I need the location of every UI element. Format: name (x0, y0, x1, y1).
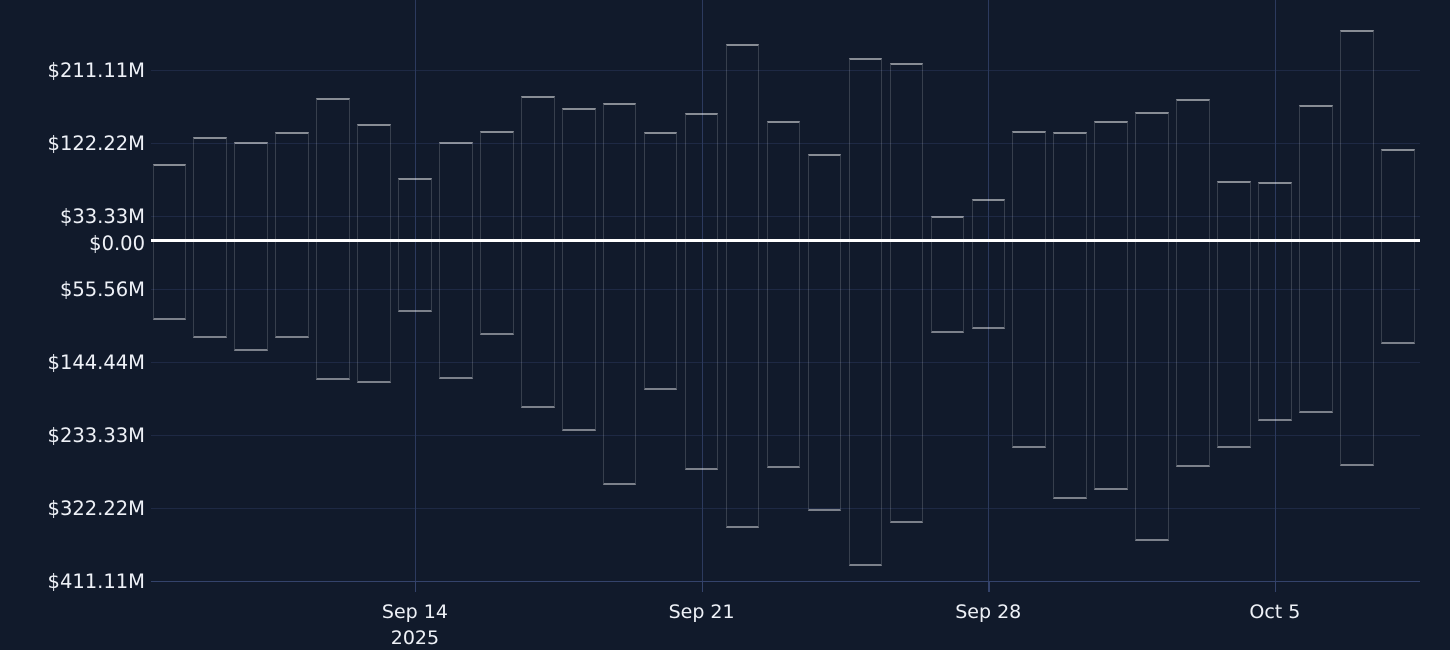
long-bar[interactable] (684, 113, 719, 244)
short-bar[interactable] (398, 244, 432, 313)
short-bar[interactable] (725, 244, 760, 529)
long-bar[interactable] (602, 102, 637, 244)
long-bar[interactable] (439, 142, 473, 244)
short-bar[interactable] (1299, 244, 1333, 414)
h-gridline (151, 435, 1420, 437)
short-bar[interactable] (766, 244, 801, 469)
zero-line (151, 238, 1420, 242)
short-bar[interactable] (1012, 244, 1046, 448)
long-bar[interactable] (1094, 120, 1128, 244)
x-axis-line (151, 580, 1420, 583)
x-tick-year-label: 2025 (390, 627, 440, 649)
short-bar[interactable] (971, 244, 1005, 329)
long-bar[interactable] (1381, 148, 1415, 244)
y-tick-label: $0.00 (89, 232, 145, 255)
long-bar[interactable] (643, 132, 678, 244)
x-tick-label: Oct 5 (1249, 601, 1301, 623)
short-bar[interactable] (602, 244, 637, 485)
y-tick-label: $33.33M (59, 204, 145, 228)
short-bar[interactable] (193, 244, 227, 339)
x-tick-label: Sep 21 (668, 601, 735, 623)
long-bar[interactable] (521, 96, 555, 244)
short-bar[interactable] (1340, 244, 1374, 466)
long-bar[interactable] (848, 57, 883, 244)
x-axis-tick (988, 580, 990, 592)
short-bar[interactable] (1176, 244, 1210, 468)
long-bar[interactable] (725, 44, 760, 244)
short-bar[interactable] (234, 244, 268, 351)
long-bar[interactable] (193, 137, 227, 244)
long-bar[interactable] (398, 178, 432, 244)
h-gridline (151, 289, 1420, 291)
y-tick-label: $233.33M (47, 423, 145, 447)
long-bar[interactable] (1053, 132, 1087, 244)
short-bar[interactable] (521, 244, 555, 409)
y-tick-label: $211.11M (47, 58, 145, 82)
short-bar[interactable] (1258, 244, 1292, 421)
y-tick-label: $144.44M (47, 350, 145, 374)
y-tick-label: $411.11M (47, 569, 145, 593)
long-bar[interactable] (316, 97, 350, 244)
long-bar[interactable] (1340, 30, 1374, 244)
short-bar[interactable] (643, 244, 678, 391)
long-bar[interactable] (1217, 180, 1251, 244)
short-bar[interactable] (848, 244, 883, 566)
x-axis-tick (701, 580, 704, 592)
long-bar[interactable] (807, 154, 842, 244)
v-gridline (414, 0, 416, 581)
long-bar[interactable] (930, 216, 965, 244)
short-bar[interactable] (1217, 244, 1251, 449)
long-bar[interactable] (234, 142, 268, 244)
short-bar[interactable] (930, 244, 965, 333)
y-tick-label: $55.56M (59, 277, 145, 301)
short-bar[interactable] (152, 244, 186, 320)
short-bar[interactable] (562, 244, 596, 432)
short-bar[interactable] (807, 244, 842, 511)
x-tick-label: Sep 14 (381, 601, 448, 623)
short-bar[interactable] (1381, 244, 1415, 345)
short-bar[interactable] (889, 244, 924, 524)
short-bar[interactable] (1053, 244, 1087, 500)
y-tick-label: $322.22M (47, 496, 145, 520)
v-gridline (988, 0, 990, 581)
short-bar[interactable] (1094, 244, 1128, 490)
long-bar[interactable] (971, 198, 1005, 244)
short-bar[interactable] (316, 244, 350, 381)
h-gridline (151, 362, 1420, 364)
long-bar[interactable] (275, 132, 309, 244)
long-bar[interactable] (1299, 105, 1333, 244)
v-gridline (701, 0, 703, 581)
h-gridline (151, 216, 1420, 218)
h-gridline (151, 70, 1420, 72)
short-bar[interactable] (480, 244, 514, 336)
short-bar[interactable] (357, 244, 391, 383)
long-bar[interactable] (1135, 111, 1169, 244)
long-bar[interactable] (1176, 99, 1210, 244)
h-gridline (151, 143, 1420, 145)
long-bar[interactable] (357, 124, 391, 244)
long-bar[interactable] (1012, 130, 1046, 244)
short-bar[interactable] (1135, 244, 1169, 542)
v-gridline (1274, 0, 1276, 581)
x-axis-tick (414, 580, 417, 592)
x-tick-label: Sep 28 (955, 601, 1022, 623)
h-gridline (151, 508, 1420, 510)
long-bar[interactable] (889, 63, 924, 244)
long-bar[interactable] (480, 131, 514, 244)
long-bar[interactable] (152, 164, 186, 244)
short-bar[interactable] (439, 244, 473, 379)
long-bar[interactable] (562, 107, 596, 244)
y-tick-label: $122.22M (47, 131, 145, 155)
short-bar[interactable] (275, 244, 309, 338)
long-bar[interactable] (1258, 181, 1292, 244)
short-bar[interactable] (684, 244, 719, 470)
x-axis-tick (1274, 580, 1277, 592)
long-bar[interactable] (766, 120, 801, 244)
